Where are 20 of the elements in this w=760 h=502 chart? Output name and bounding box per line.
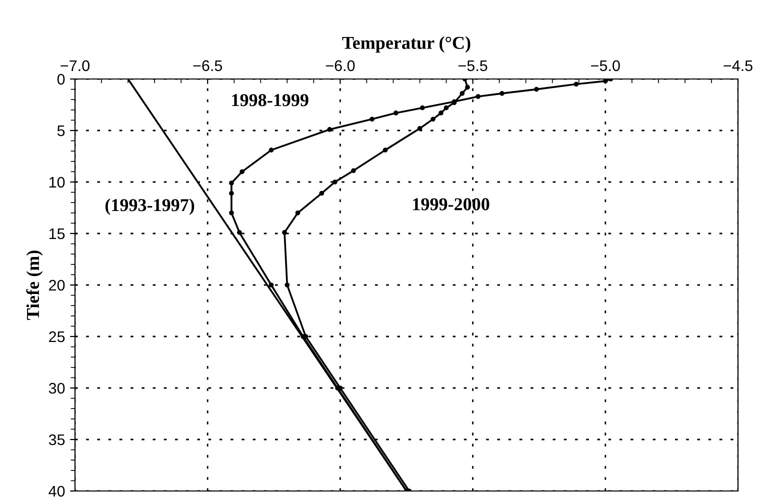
y-tick-label: 15	[49, 228, 65, 240]
x-tick-label: −7.0	[60, 60, 90, 72]
y-tick-label: 40	[48, 486, 65, 497]
y-tick-label: 20	[49, 280, 65, 291]
x-tick-label: −4.5	[724, 60, 752, 72]
y-tick-label: 10	[49, 176, 65, 188]
y-tick-label: 30	[48, 382, 65, 394]
x-axis-title: Temperatur (°C)	[342, 36, 470, 53]
x-tick-label: −6.5	[193, 60, 222, 72]
series-label: 1998-1999	[232, 94, 308, 106]
y-axis-title: Tiefe (m)	[26, 250, 43, 320]
y-tick-label: 5	[57, 126, 65, 136]
series-label: (1993-1997)	[105, 198, 194, 215]
y-tick-label: 25	[49, 331, 65, 342]
y-tick-label: 0	[57, 74, 65, 85]
x-tick-label: −5.0	[591, 60, 620, 72]
y-tick-label: 35	[48, 434, 65, 446]
x-tick-label: −6.0	[326, 60, 355, 72]
x-tick-label: −5.5	[458, 60, 488, 72]
text: 1999-2000	[413, 198, 490, 210]
